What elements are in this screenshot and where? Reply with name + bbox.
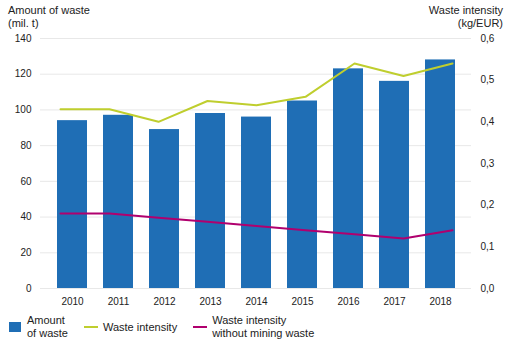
svg-text:2014: 2014 [245,296,268,307]
svg-text:60: 60 [20,176,32,187]
svg-text:2016: 2016 [337,296,360,307]
svg-text:2012: 2012 [153,296,176,307]
html-text:Amount of waste: Amount of waste [27,314,68,339]
html-text:Waste intensity without mining: Waste intensity without mining waste [212,314,315,339]
svg-text:0,2: 0,2 [481,199,495,210]
svg-text:0,4: 0,4 [481,116,495,127]
html-text:Amount of waste (mil. t): Amount of waste (mil. t) [8,4,90,29]
svg-text:120: 120 [15,68,32,79]
svg-text:0: 0 [26,283,32,294]
svg-text:140: 140 [15,33,32,44]
svg-text:20: 20 [20,247,32,258]
svg-text:40: 40 [20,211,32,222]
svg-text:0,5: 0,5 [481,74,495,85]
svg-text:2011: 2011 [108,296,130,307]
svg-text:2010: 2010 [61,296,84,307]
svg-text:0,6: 0,6 [481,33,495,44]
svg-text:2018: 2018 [429,296,452,307]
svg-text:0,3: 0,3 [481,158,495,169]
svg-text:80: 80 [20,140,32,151]
svg-text:0,0: 0,0 [481,283,495,294]
svg-text:2017: 2017 [383,296,406,307]
svg-text:2013: 2013 [199,296,222,307]
html-text:Waste intensity: Waste intensity [103,320,178,333]
svg-text:0,1: 0,1 [481,241,495,252]
svg-text:2015: 2015 [291,296,314,307]
html-text:Waste intensity (kg/EUR): Waste intensity (kg/EUR) [428,4,503,29]
svg-text:100: 100 [15,104,32,115]
